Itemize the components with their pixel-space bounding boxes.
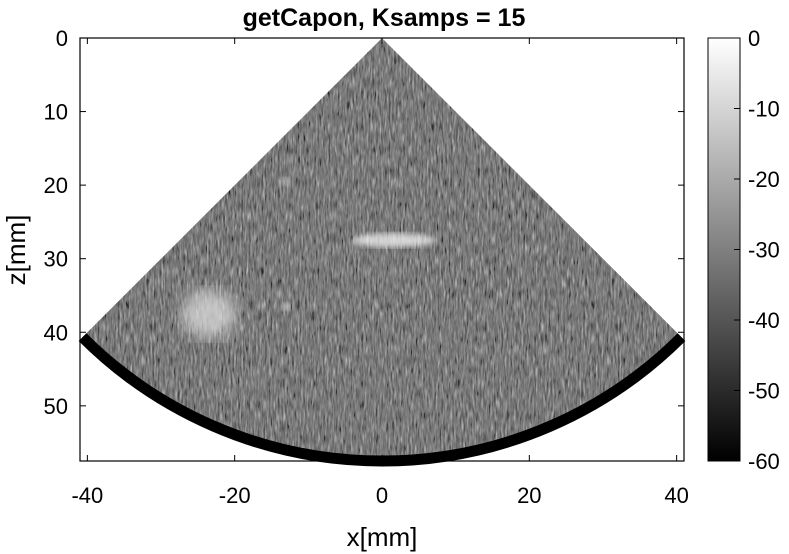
y-tick-label: 20 [44, 173, 68, 198]
colorbar-tick-label: -30 [748, 238, 780, 263]
x-tick-label: 0 [376, 483, 388, 508]
y-tick-label: 0 [56, 26, 68, 51]
colorbar-tick-label: -50 [748, 379, 780, 404]
colorbar-tick-label: -20 [748, 167, 780, 192]
ultrasound-image [78, 38, 686, 467]
x-tick-label: -40 [71, 483, 103, 508]
colorbar-tick-label: 0 [748, 26, 760, 51]
y-tick-label: 50 [44, 394, 68, 419]
y-tick-label: 30 [44, 247, 68, 272]
point-target [282, 177, 291, 186]
x-tick-label: 40 [664, 483, 688, 508]
x-axis-label: x[mm] [347, 522, 418, 552]
x-tick-label: -20 [219, 483, 251, 508]
colorbar-tick-label: -60 [748, 449, 780, 474]
colorbar-tick-label: -40 [748, 308, 780, 333]
y-tick-label: 40 [44, 320, 68, 345]
x-axis: -40 -20 0 20 40 [71, 38, 689, 508]
colorbar-ticks: 0 -10 -20 -30 -40 -50 -60 [734, 26, 780, 474]
x-tick-label: 20 [517, 483, 541, 508]
point-target [282, 302, 291, 311]
colorbar: 0 -10 -20 -30 -40 -50 -60 [707, 26, 780, 474]
colorbar-tick-label: -10 [748, 97, 780, 122]
bright-region [180, 289, 237, 338]
speckle-texture [82, 38, 682, 461]
y-axis: 0 10 20 30 40 50 [44, 26, 684, 419]
y-axis-label: z[mm] [1, 215, 31, 286]
chart-title: getCapon, Ksamps = 15 [243, 4, 526, 32]
y-tick-label: 10 [44, 100, 68, 125]
bright-streak [351, 233, 436, 248]
